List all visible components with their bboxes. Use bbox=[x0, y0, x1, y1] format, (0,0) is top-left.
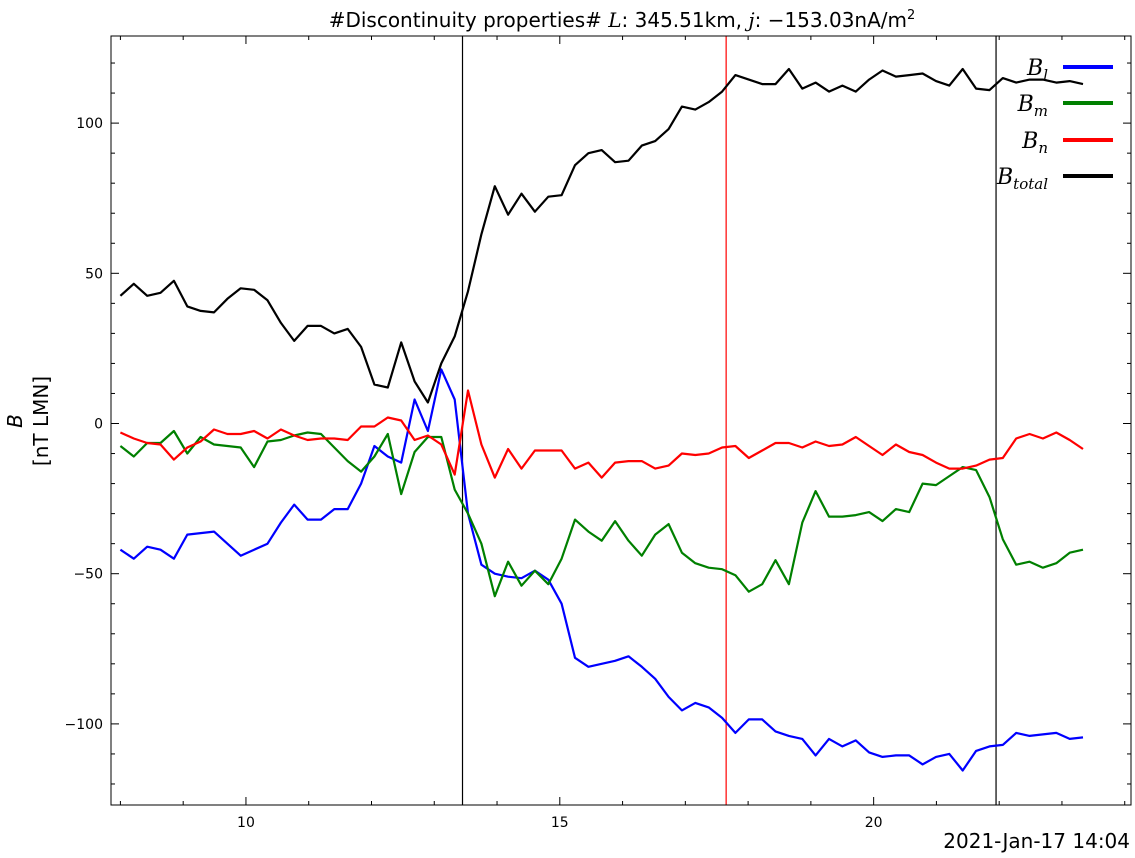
plot-area: 10 15 20 −100 −50 0 50 100 bbox=[65, 35, 1132, 831]
series-line-bm bbox=[119, 429, 1084, 598]
title-l-symbol: L bbox=[607, 8, 621, 32]
ticks-layer: 10 15 20 −100 −50 0 50 100 bbox=[65, 36, 1131, 831]
chart-title: #Discontinuity properties# L: 345.51km, … bbox=[329, 8, 916, 32]
series-line-bn bbox=[119, 389, 1084, 479]
y-tick-label--50: −50 bbox=[73, 567, 103, 583]
legend-label-bn: Bn bbox=[1021, 129, 1048, 157]
title-j-exponent: 2 bbox=[907, 8, 915, 23]
y-axis-label-symbol: B bbox=[3, 414, 27, 428]
x-tick-label-20: 20 bbox=[865, 815, 883, 831]
y-tick-label-0: 0 bbox=[94, 417, 103, 433]
legend-label-bl: Bl bbox=[1026, 56, 1048, 84]
series-layer bbox=[119, 67, 1084, 772]
legend: Bl Bm Bn Btotal bbox=[996, 56, 1113, 193]
timestamp: 2021-Jan-17 14:04 bbox=[943, 829, 1130, 853]
y-tick-label-50: 50 bbox=[85, 266, 103, 282]
y-tick-label-100: 100 bbox=[76, 116, 103, 132]
vertical-markers bbox=[461, 36, 997, 805]
series-line-bl bbox=[119, 368, 1084, 772]
legend-label-btotal: Btotal bbox=[996, 165, 1048, 193]
plot-frame bbox=[110, 35, 1132, 806]
title-j-value: : −153.03nA/m bbox=[755, 8, 907, 32]
title-prefix: #Discontinuity properties# bbox=[329, 8, 609, 32]
legend-label-bm: Bm bbox=[1017, 92, 1048, 120]
y-tick-label--100: −100 bbox=[65, 717, 103, 733]
title-j-symbol: j bbox=[744, 8, 754, 32]
series-line-btotal bbox=[119, 67, 1084, 404]
x-tick-label-15: 15 bbox=[551, 815, 569, 831]
y-axis-label-units: [nT LMN] bbox=[29, 376, 53, 466]
y-axis-label: B [nT LMN] bbox=[3, 376, 53, 466]
x-tick-label-10: 10 bbox=[237, 815, 255, 831]
title-l-value: : 345.51km, bbox=[622, 8, 749, 32]
